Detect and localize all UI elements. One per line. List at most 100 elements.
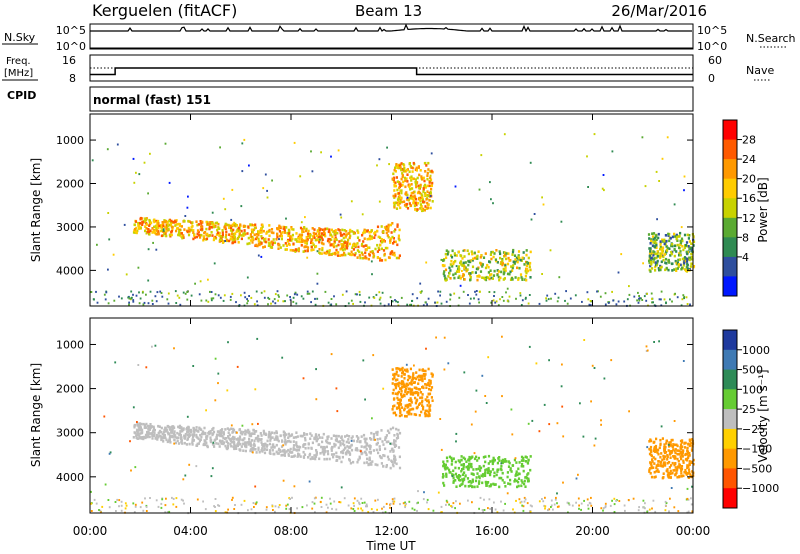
echo-cell <box>668 466 671 469</box>
echo-cell <box>303 453 307 456</box>
echo-cell <box>132 436 135 439</box>
echo-cell <box>192 229 195 232</box>
echo-cell <box>340 239 343 242</box>
echo-cell <box>310 248 313 252</box>
echo-cell <box>665 250 668 254</box>
echo-cell <box>199 236 202 239</box>
echo-cell <box>295 302 298 305</box>
echo-cell <box>520 276 523 279</box>
echo-cell <box>443 336 446 339</box>
echo-cell <box>384 438 387 441</box>
echo-cell <box>314 238 317 242</box>
echo-cell <box>489 273 492 277</box>
echo-cell <box>298 235 302 239</box>
echo-cell <box>276 452 279 455</box>
echo-cell <box>395 256 398 260</box>
echo-cell <box>297 454 300 458</box>
echo-cell <box>296 507 298 510</box>
colorbar-swatch <box>723 389 737 410</box>
echo-cell <box>657 464 660 467</box>
echo-cell <box>661 246 665 249</box>
echo-cell <box>133 223 136 227</box>
echo-cell <box>175 219 178 222</box>
echo-cell <box>408 170 411 173</box>
echo-cell <box>139 217 142 221</box>
echo-cell <box>687 455 690 458</box>
echo-cell <box>489 181 491 184</box>
echo-cell <box>497 457 500 460</box>
echo-cell <box>264 237 267 241</box>
echo-cell <box>363 228 366 232</box>
echo-cell <box>442 460 445 464</box>
echo-cell <box>469 275 472 279</box>
echo-cell <box>185 443 188 446</box>
echo-cell <box>178 426 181 430</box>
echo-cell <box>679 455 682 459</box>
echo-cell <box>313 236 316 239</box>
echo-cell <box>205 220 208 224</box>
echo-cell <box>329 497 331 500</box>
echo-cell <box>153 220 156 224</box>
echo-cell <box>139 506 142 509</box>
echo-cell <box>575 501 577 504</box>
echo-cell <box>421 198 424 201</box>
echo-cell <box>255 233 258 236</box>
echo-cell <box>388 431 391 435</box>
echo-cell <box>411 388 414 391</box>
echo-cell <box>176 294 179 297</box>
echo-cell <box>664 509 667 512</box>
echo-cell <box>306 290 309 293</box>
echo-cell <box>235 230 238 233</box>
echo-cell <box>394 378 397 382</box>
echo-cell <box>157 222 160 225</box>
echo-cell <box>613 503 616 506</box>
y-tick-label: 1000 <box>56 338 84 351</box>
echo-cell <box>668 441 671 444</box>
echo-cell <box>360 497 363 500</box>
echo-cell <box>611 499 613 502</box>
echo-cell <box>368 296 371 299</box>
echo-cell <box>411 187 414 190</box>
echo-cell <box>448 468 451 472</box>
echo-cell <box>203 237 206 241</box>
echo-cell <box>412 393 415 396</box>
echo-cell <box>379 259 382 262</box>
echo-cell <box>279 434 282 437</box>
echo-cell <box>450 259 453 263</box>
echo-cell <box>685 265 688 269</box>
echo-cell <box>406 193 409 197</box>
echo-cell <box>618 500 621 502</box>
echo-cell <box>364 255 367 258</box>
echo-cell <box>414 396 417 400</box>
echo-cell <box>236 444 239 448</box>
echo-cell <box>146 424 149 428</box>
echo-cell <box>446 253 449 256</box>
echo-cell <box>400 168 403 172</box>
echo-cell <box>248 437 251 441</box>
echo-cell <box>307 234 310 238</box>
echo-cell <box>687 476 690 479</box>
nsky-tick-top: 10^5 <box>56 24 86 37</box>
echo-cell <box>490 276 493 280</box>
echo-cell <box>291 455 294 458</box>
echo-cell <box>392 502 395 505</box>
echo-cell <box>278 447 281 451</box>
echo-cell <box>399 198 402 202</box>
echo-cell <box>429 404 432 407</box>
echo-cell <box>91 159 94 162</box>
echo-cell <box>330 453 334 456</box>
echo-cell <box>289 440 292 444</box>
echo-cell <box>261 447 264 450</box>
echo-cell <box>664 234 667 237</box>
echo-cell <box>403 394 406 398</box>
echo-cell <box>108 506 111 509</box>
echo-cell <box>295 448 298 452</box>
echo-cell <box>197 442 200 445</box>
echo-cell <box>178 224 181 228</box>
echo-cell <box>311 290 314 293</box>
echo-cell <box>404 414 407 418</box>
echo-cell <box>186 415 189 418</box>
echo-cell <box>234 224 237 228</box>
echo-cell <box>428 414 431 417</box>
echo-cell <box>223 294 226 297</box>
